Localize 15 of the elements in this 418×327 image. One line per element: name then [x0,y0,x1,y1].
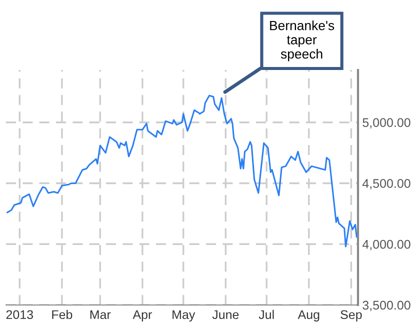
annotation: Bernanke's taper speech [270,20,334,62]
x-tick-label: Jul [258,310,274,320]
x-tick-label: Mar [90,310,111,320]
y-tick-label: 5,000.00 [362,118,410,128]
line-series [6,94,358,248]
x-tick-label: 2013 [6,310,33,320]
x-tick-label: Feb [52,310,72,320]
y-tick-label: 3,500.00 [362,300,410,312]
y-tick-label: 4,000.00 [362,240,410,250]
x-tick-label: Sep [340,310,362,322]
x-tick-label: Aug [298,310,320,322]
x-tick-label: June [212,310,239,320]
x-tick-label: May [172,310,196,322]
x-tick-label: Apr [132,310,152,322]
y-tick-label: 4,500.00 [362,179,410,190]
